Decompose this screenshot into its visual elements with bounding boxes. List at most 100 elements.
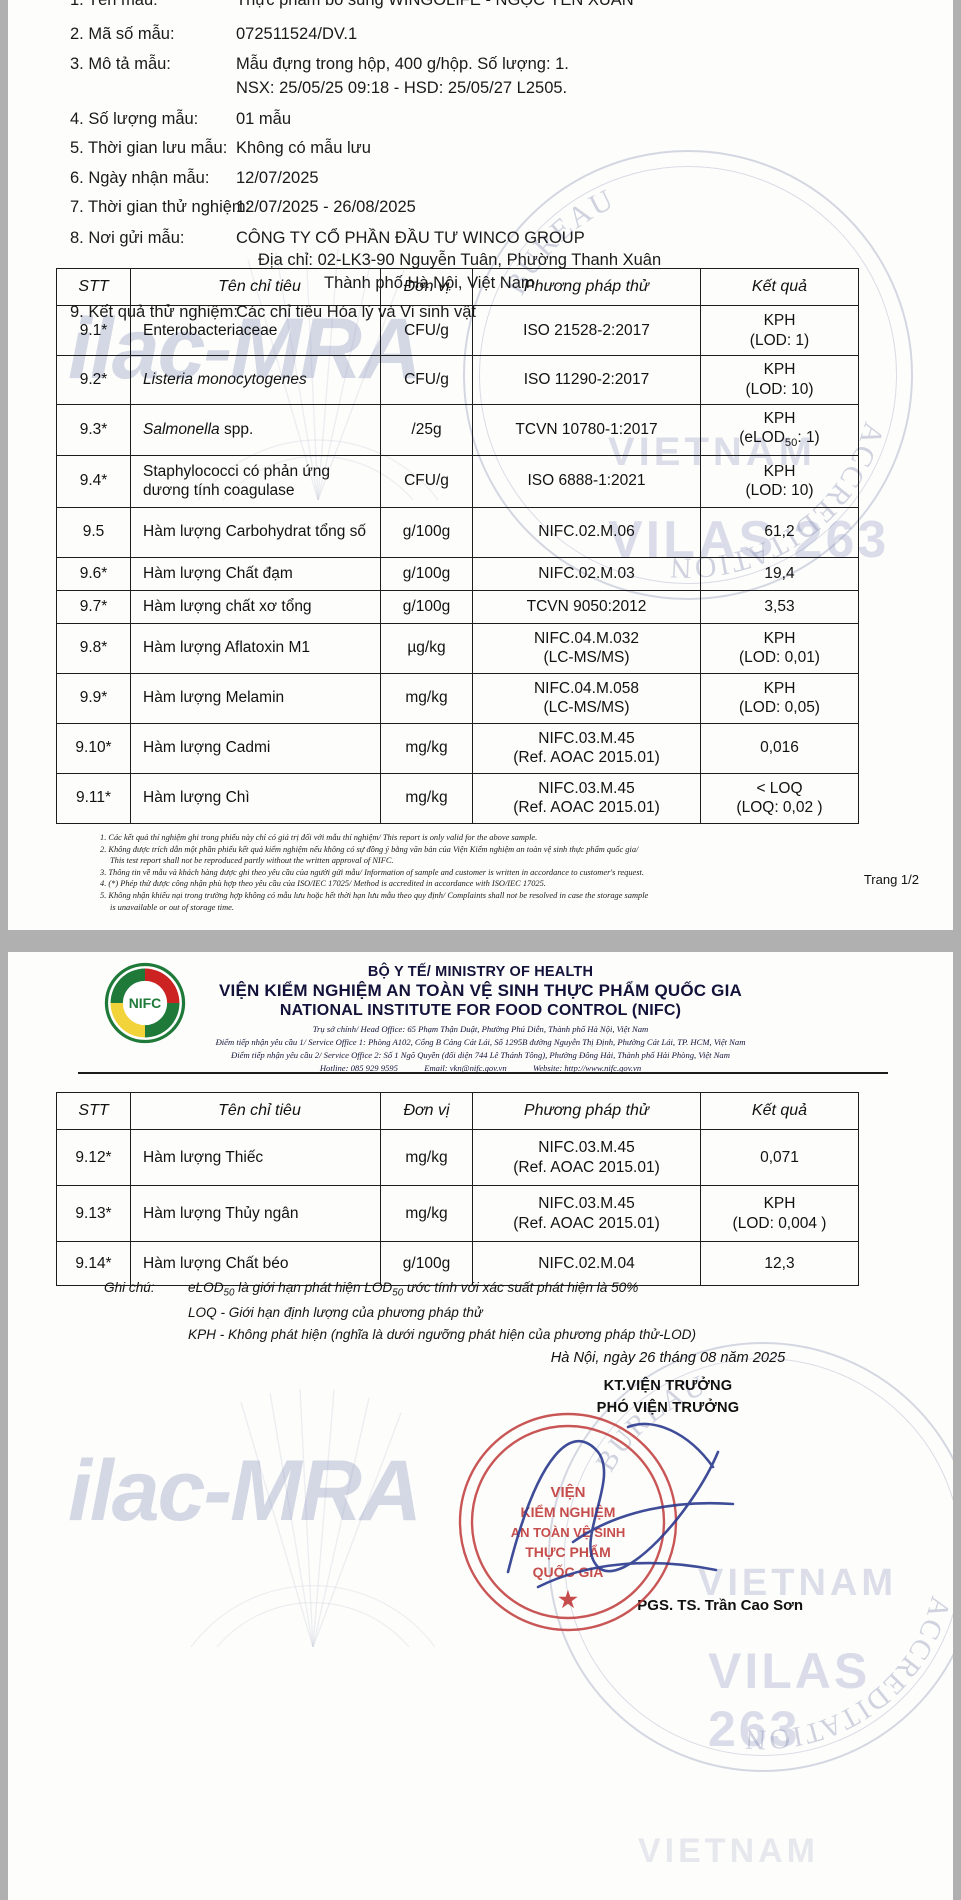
cell-result: 3,53 (700, 589, 859, 624)
cell-unit: /25g (380, 403, 473, 456)
col-header-name: Tên chỉ tiêu (130, 268, 381, 306)
email-text: Email: vkn@nifc.gov.vn (424, 1062, 507, 1073)
cell-result: < LOQ (LOQ: 0,02 ) (700, 772, 859, 824)
cell-indicator-name: Hàm lượng Thủy ngân (130, 1185, 381, 1242)
info-row-1-clipped: 1. Tên mẫu: Thực phẩm bổ sung WINGOLIFE … (8, 0, 953, 20)
info-value-2: 072511524/DV.1 (236, 25, 358, 43)
stamp-line-4: THỰC PHẨM (525, 1543, 611, 1560)
ministry-title: BỘ Y TẾ/ MINISTRY OF HEALTH (367, 964, 594, 980)
nifc-logo-icon: NIFC (104, 962, 186, 1044)
cell-result: KPH (LOD: 0,004 ) (700, 1185, 859, 1242)
table-header-row: STT Tên chỉ tiêu Đơn vị Phương pháp thử … (56, 268, 859, 306)
cell-method: ISO 6888-1:2021 (472, 454, 701, 508)
cell-stt: 9.4* (56, 454, 131, 508)
elod-definition: eLOD50 là giới hạn phát hiện LOD50 ước t… (188, 1280, 639, 1299)
cell-unit: mg/kg (380, 672, 473, 724)
results-table-page1: STT Tên chỉ tiêu Đơn vị Phương pháp thử … (56, 268, 859, 824)
cell-result: 61,2 (700, 506, 859, 558)
info-row-3: 3. Mô tả mẫu: Mẫu đựng trong hộp, 400 g/… (8, 55, 953, 97)
col-header-method-2: Phương pháp thử (472, 1092, 701, 1130)
info-row-7: 7. Thời gian thử nghiệm: 12/07/2025 - 26… (8, 199, 953, 216)
footnote-2b: This test report shall not be reproduced… (110, 856, 394, 866)
table-row: 9.1* Enterobacteriaceae CFU/g ISO 21528-2:2… (56, 305, 859, 356)
hotline-text: Hotline: 085 929 9595 (319, 1062, 398, 1073)
table-row: 9.5 Hàm lượng Carbohydrat tổng số g/100g NI… (56, 506, 859, 558)
cell-result: 19,4 (700, 556, 859, 591)
service-office-1-line: Điểm tiếp nhận yêu cầu 1/ Service Office… (215, 1036, 746, 1047)
kph-definition: KPH - Không phát hiện (nghĩa là dưới ngư… (188, 1326, 697, 1342)
cell-method: ISO 11290-2:2017 (472, 355, 701, 405)
cell-method: NIFC.03.M.45 (Ref. AOAC 2015.01) (472, 1185, 701, 1242)
head-office-line: Trụ sở chính/ Head Office: 65 Phạm Thận … (312, 1024, 649, 1034)
info-value-1: Thực phẩm bổ sung WINGOLIFE - NGỌC YẾN X… (236, 0, 634, 9)
col-header-result-2: Kết quả (700, 1092, 859, 1130)
cell-stt: 9.2* (56, 355, 131, 405)
page1-footnotes: 1. Các kết quả thí nghiệm ghi trong phiế… (100, 832, 800, 913)
sender-company: CÔNG TY CỔ PHẦN ĐẦU TƯ WINCO GROUP (236, 228, 585, 247)
signer-role-1: KT.VIỆN TRƯỞNG (603, 1377, 733, 1394)
cell-indicator-name: Hàm lượng Chất béo (130, 1241, 381, 1286)
stamp-star: ★ (558, 1587, 578, 1612)
cell-stt: 9.8* (56, 622, 131, 674)
cell-unit: g/100g (380, 506, 473, 558)
page-number-label: Trang 1/2 (863, 872, 919, 887)
cell-unit: CFU/g (380, 355, 473, 405)
table-row: 9.8* Hàm lượng Aflatoxin M1 µg/kg NIFC.04.M… (56, 622, 859, 674)
cell-indicator-name: Hàm lượng Melamin (130, 672, 381, 724)
col-header-stt: STT (56, 268, 131, 306)
table-row: 9.11* Hàm lượng Chì mg/kg NIFC.03.M.45 (Ref.… (56, 772, 859, 824)
table-row: 9.4* Staphylococci có phản ứng dương tính… (56, 454, 859, 508)
report-page-2: BUREAU ACCREDITATION VIETNAM VILAS 263 i… (8, 952, 953, 1900)
cell-indicator-name: Hàm lượng Thiếc (130, 1129, 381, 1186)
cell-indicator-name: Salmonella spp. (130, 403, 381, 456)
footnote-4: 4. (*) Phép thử được công nhận phù hợp t… (100, 879, 546, 889)
sender-address: Địa chỉ: 02-LK3-90 Nguyễn Tuân, Phường T… (258, 251, 662, 269)
cell-result: KPH (LOD: 0,05) (700, 672, 859, 724)
table-row: 9.9* Hàm lượng Melamin mg/kg NIFC.04.M.058(… (56, 672, 859, 724)
cell-method: NIFC.03.M.45 (Ref. AOAC 2015.01) (472, 772, 701, 824)
cell-unit: CFU/g (380, 305, 473, 356)
cell-result: KPH (LOD: 10) (700, 355, 859, 405)
cell-unit: µg/kg (380, 622, 473, 674)
cell-result: 0,016 (700, 722, 859, 774)
stamp-line-5: QUỐC GIA (533, 1563, 604, 1580)
cell-result: 12,3 (700, 1241, 859, 1286)
cell-unit: mg/kg (380, 1185, 473, 1242)
info-label-5: 5. Thời gian lưu mẫu: (70, 139, 228, 157)
info-label-4: 4. Số lượng mẫu: (70, 109, 199, 128)
table-header-row-2: STT Tên chỉ tiêu Đơn vị Phương pháp thử … (56, 1092, 859, 1130)
info-row-5: 5. Thời gian lưu mẫu: Không có mẫu lưu (8, 140, 953, 157)
cell-method: NIFC.03.M.45 (Ref. AOAC 2015.01) (472, 1129, 701, 1186)
cell-result: 0,071 (700, 1129, 859, 1186)
header-divider (78, 1072, 888, 1074)
contact-line: Hotline: 085 929 9595 Email: vkn@nifc.go… (8, 1062, 953, 1075)
cell-indicator-name: Hàm lượng Chì (130, 772, 381, 824)
cell-method: NIFC.03.M.45 (Ref. AOAC 2015.01) (472, 722, 701, 774)
loq-definition: LOQ - Giới hạn định lượng của phương phá… (188, 1304, 483, 1320)
legend-line-1: Ghi chú: eLOD50 là giới hạn phát hiện LOD… (104, 1277, 864, 1302)
cell-method: ISO 21528-2:2017 (472, 305, 701, 356)
cell-method: TCVN 9050:2012 (472, 589, 701, 624)
col-header-method: Phương pháp thử (472, 268, 701, 306)
col-header-unit-2: Đơn vị (380, 1092, 473, 1130)
info-label-8: 8. Nơi gửi mẫu: (70, 228, 185, 247)
col-header-name-2: Tên chỉ tiêu (130, 1092, 381, 1130)
cell-result: KPH (LOD: 0,01) (700, 622, 859, 674)
info-value-7: 12/07/2025 - 26/08/2025 (236, 198, 416, 216)
cell-indicator-name: Hàm lượng chất xơ tổng (130, 589, 381, 624)
signature-date: Hà Nội, ngày 26 tháng 08 năm 2025 (550, 1350, 786, 1366)
cell-method: TCVN 10780-1:2017 (472, 403, 701, 456)
cell-unit: CFU/g (380, 454, 473, 508)
cell-unit: g/100g (380, 589, 473, 624)
info-label-6: 6. Ngày nhận mẫu: (70, 168, 210, 187)
stamp-line-3: AN TOÀN VỆ SINH (511, 1525, 626, 1540)
footnote-2: 2. Không được trích dẫn một phần phiếu k… (100, 844, 639, 854)
cell-stt: 9.13* (56, 1185, 131, 1242)
results-table-page2: STT Tên chỉ tiêu Đơn vị Phương pháp thử … (56, 1092, 859, 1286)
cell-stt: 9.10* (56, 722, 131, 774)
cell-method: NIFC.04.M.032 (LC-MS/MS) (472, 622, 701, 674)
cell-unit: g/100g (380, 1241, 473, 1286)
info-row-6: 6. Ngày nhận mẫu: 12/07/2025 (8, 168, 953, 187)
signature-block: Hà Nội, ngày 26 tháng 08 năm 2025 KT.VIỆ… (503, 1347, 833, 1420)
info-label-1: 1. Tên mẫu: (70, 0, 158, 9)
